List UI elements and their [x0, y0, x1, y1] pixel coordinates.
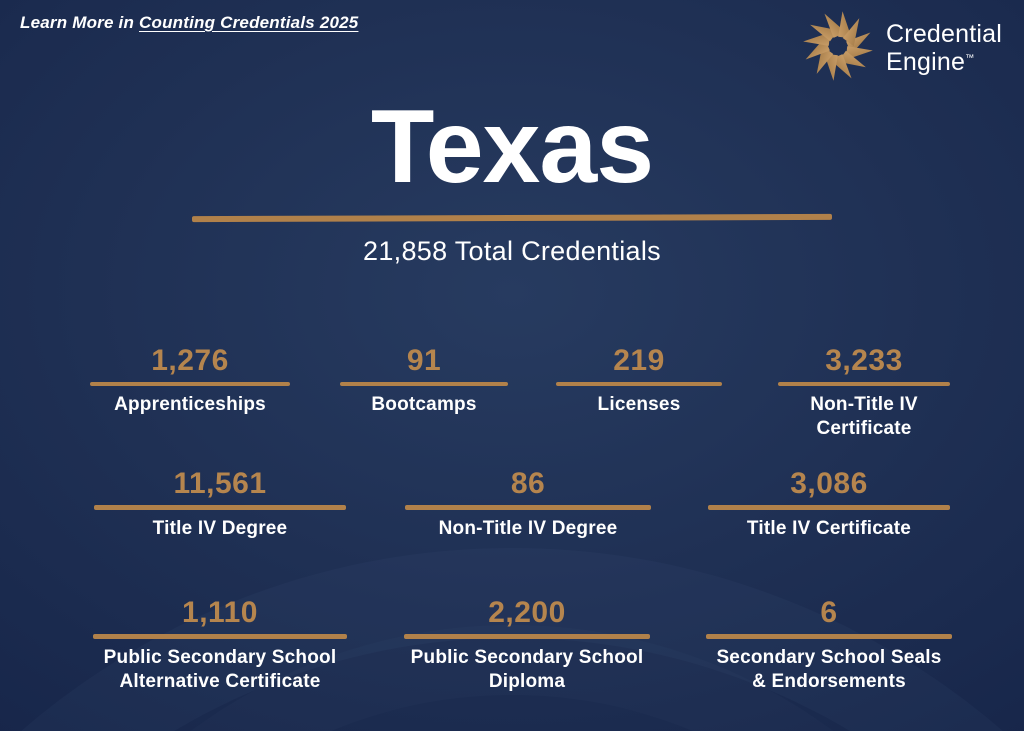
stat-label: Non-Title IV Degree [438, 517, 618, 539]
stat-value: 3,233 [825, 344, 903, 377]
stat-value: 1,110 [182, 596, 258, 629]
stat-divider [708, 504, 950, 510]
trademark-symbol: ™ [965, 52, 975, 63]
stat-label: Non-Title IV Certificate [810, 393, 918, 440]
stat-value: 1,276 [151, 344, 229, 377]
stat-divider [340, 381, 508, 386]
stat-non-title-iv-degree: 86 Non-Title IV Degree [405, 467, 651, 541]
logo-wordmark: Credential Engine™ [886, 20, 1002, 76]
stat-secondary-school-seals-endorsements: 6 Secondary School Seals & Endorsements [706, 596, 952, 695]
state-title: Texas [370, 89, 654, 205]
learn-more-prefix: Learn More in [20, 13, 135, 32]
stat-label: Title IV Degree [152, 517, 288, 539]
stat-non-title-iv-certificate: 3,233 Non-Title IV Certificate [778, 344, 950, 442]
stat-title-iv-certificate: 3,086 Title IV Certificate [708, 467, 950, 541]
title-divider [191, 213, 833, 223]
stat-divider [556, 381, 722, 386]
stat-divider [94, 504, 346, 510]
stat-label: Secondary School Seals & Endorsements [716, 646, 942, 693]
stat-licenses: 219 Licenses [556, 344, 722, 417]
stat-bootcamps: 91 Bootcamps [340, 344, 508, 417]
stat-label: Title IV Certificate [746, 517, 912, 539]
stat-label: Bootcamps [371, 393, 477, 415]
stat-label: Licenses [597, 393, 681, 415]
stat-public-secondary-school-diploma: 2,200 Public Secondary School Diploma [404, 596, 650, 695]
credential-engine-logo: Credential Engine™ [802, 10, 1002, 87]
stat-divider [706, 633, 952, 639]
stat-label: Public Secondary School Alternative Certi… [103, 646, 337, 693]
stat-apprenticeships: 1,276 Apprenticeships [90, 344, 290, 417]
stat-value: 3,086 [790, 467, 868, 500]
stat-divider [405, 504, 651, 510]
stat-label: Public Secondary School Diploma [410, 646, 644, 693]
stat-title-iv-degree: 11,561 Title IV Degree [94, 467, 346, 541]
stat-value: 2,200 [488, 596, 566, 629]
stat-divider [778, 381, 950, 386]
pinwheel-sunburst-icon [802, 10, 874, 87]
stat-value: 91 [406, 344, 442, 377]
logo-line1: Credential [886, 20, 1002, 48]
stat-value: 11,561 [173, 467, 267, 500]
stat-value: 86 [510, 467, 546, 500]
stat-divider [93, 633, 347, 639]
stat-public-secondary-school-alternative-certificate: 1,110 Public Secondary School Alternative… [93, 596, 347, 695]
stat-value: 6 [820, 596, 838, 629]
total-credentials-subtitle: 21,858 Total Credentials [363, 236, 661, 266]
learn-more-text: Learn More in Counting Credentials 2025 [20, 13, 358, 33]
stat-label: Apprenticeships [114, 393, 266, 415]
counting-credentials-link[interactable]: Counting Credentials 2025 [139, 13, 359, 32]
logo-line2: Engine™ [886, 47, 975, 76]
stat-divider [404, 633, 650, 639]
stat-value: 219 [613, 344, 665, 377]
stat-divider [90, 381, 290, 386]
